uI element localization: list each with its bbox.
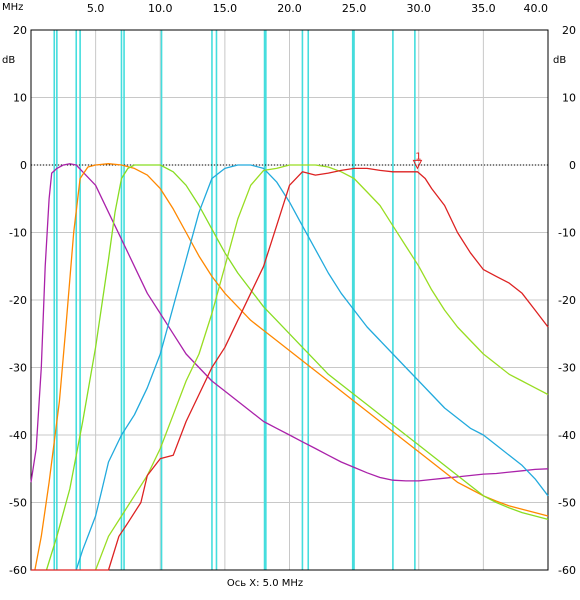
marker-triangle: [412, 159, 423, 170]
y-unit-label-right: dB: [553, 55, 566, 66]
y-tick-label-left: -40: [9, 429, 27, 442]
y-tick-label-right: -60: [558, 564, 576, 577]
y-tick-label-left: -30: [9, 362, 27, 375]
marker-label: 1: [415, 151, 421, 162]
band-lines: [53, 30, 416, 570]
series-line-1: [30, 163, 549, 483]
x-tick-label: 5.0: [87, 2, 105, 15]
y-tick-label-left: -20: [9, 294, 27, 307]
x-tick-label: 20.0: [277, 2, 302, 15]
y-tick-label-left: 20: [13, 24, 27, 37]
y-tick-label-left: -10: [9, 227, 27, 240]
x-tick-label: 40.0: [524, 2, 549, 15]
series-line-2: [34, 163, 549, 571]
y-tick-label-left: -50: [9, 497, 27, 510]
series-line-5: [94, 164, 549, 571]
series-line-3: [45, 164, 549, 571]
y-tick-label-right: 10: [562, 92, 576, 105]
y-unit-label-left: dB: [2, 55, 15, 66]
y-tick-label-right: 0: [569, 159, 576, 172]
y-tick-label-right: -50: [558, 497, 576, 510]
y-tick-label-right: -20: [558, 294, 576, 307]
marker-1: 1: [412, 151, 423, 170]
y-tick-label-left: 0: [20, 159, 27, 172]
x-axis-label: Ось X: 5.0 MHz: [227, 578, 303, 589]
y-tick-label-right: -40: [558, 429, 576, 442]
y-tick-label-right: 20: [562, 24, 576, 37]
y-tick-label-right: -30: [558, 362, 576, 375]
series-group: [30, 163, 549, 571]
x-tick-label: 10.0: [148, 2, 173, 15]
series-line-6: [31, 167, 549, 571]
y-tick-label-left: 10: [13, 92, 27, 105]
series-line-4: [75, 164, 549, 571]
y-tick-label-left: -60: [9, 564, 27, 577]
x-tick-label: 30.0: [407, 2, 432, 15]
x-tick-label: 15.0: [213, 2, 238, 15]
x-tick-label: 25.0: [342, 2, 367, 15]
x-tick-label: 35.0: [471, 2, 496, 15]
x-unit-label: MHz: [2, 2, 23, 13]
plot-frame: [30, 29, 549, 571]
y-tick-label-right: -10: [558, 227, 576, 240]
